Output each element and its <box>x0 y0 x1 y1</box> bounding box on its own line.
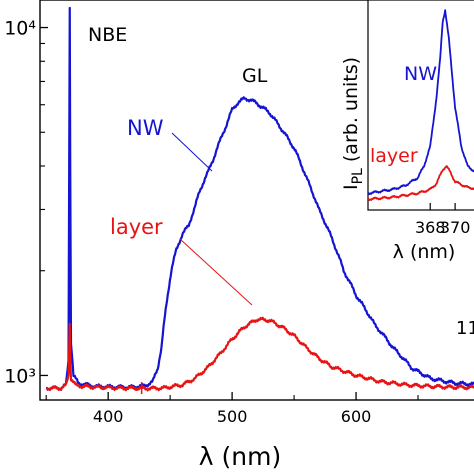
x-axis-title: λ (nm) <box>199 442 281 471</box>
x-tick-label: 500 <box>217 407 248 426</box>
nw-series-label: NW <box>127 116 164 140</box>
x-tick-label: 400 <box>93 407 124 426</box>
inset-frame <box>367 0 474 211</box>
inset-x-tick-label: 370 <box>440 218 471 237</box>
main-curves <box>45 6 474 395</box>
nw-label-leader <box>171 132 213 172</box>
layer-series-label: layer <box>110 215 163 239</box>
main-series-layer-line <box>45 316 474 392</box>
y-tick-label: 10⁴ <box>4 18 36 40</box>
inset-series-layer-line <box>367 165 474 201</box>
inset-y-title-rest: (arb. units) <box>340 57 362 168</box>
y-tick-label: 10³ <box>4 365 36 387</box>
main-plot: 400 500 600 10³ 10⁴ NBE GL NW layer 11 λ (nm… <box>4 0 474 471</box>
main-plot-frame <box>39 0 474 401</box>
inset-x-axis-title: λ (nm) <box>393 241 456 263</box>
nbe-label: NBE <box>88 24 127 46</box>
inset-y-title-sub: PL <box>350 168 366 184</box>
inset-series-nw-line <box>367 9 474 196</box>
inset-x-tick-label: 368 <box>415 218 446 237</box>
main-axes: 400 500 600 10³ 10⁴ <box>4 18 419 426</box>
inset-layer-label: layer <box>370 145 418 167</box>
inset-nw-label: NW <box>404 63 437 85</box>
right-edge-label: 11 <box>456 318 474 339</box>
inset-y-axis-title: IPL (arb. units) <box>340 57 366 190</box>
inset-y-title-main: I <box>340 184 362 190</box>
inset-curves <box>367 9 474 201</box>
layer-label-leader <box>179 238 253 306</box>
x-tick-label: 600 <box>341 407 372 426</box>
inset-background <box>368 0 474 210</box>
gl-label: GL <box>242 65 268 87</box>
